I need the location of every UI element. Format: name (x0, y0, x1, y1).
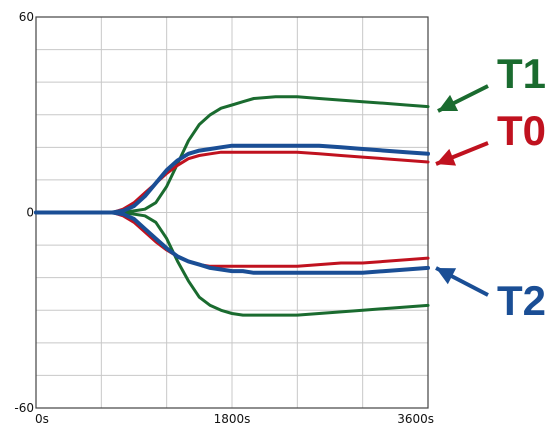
callout-arrowhead-t1 (438, 94, 459, 111)
series-callouts: T1 T0 T2 (435, 50, 546, 324)
callout-arrowhead-t2 (436, 268, 457, 285)
callout-label-t1: T1 (497, 50, 546, 97)
x-tick-label: 1800s (214, 412, 251, 426)
x-tick-label: 3600s (397, 412, 434, 426)
series-line-t2-lower (34, 210, 430, 275)
y-tick-label: -60 (14, 401, 34, 415)
tick-labels: 60 0 -600s 1800s 3600s (14, 10, 434, 426)
callout-label-t0: T0 (497, 107, 546, 154)
x-tick-label: 0s (35, 412, 49, 426)
y-tick-label: 0 (26, 206, 34, 220)
series-lines (34, 95, 430, 317)
callout-label-t2: T2 (497, 277, 546, 324)
series-line-t2-upper (34, 143, 430, 215)
callout-arrowhead-t0 (436, 148, 457, 166)
y-tick-label: 60 (19, 10, 34, 24)
